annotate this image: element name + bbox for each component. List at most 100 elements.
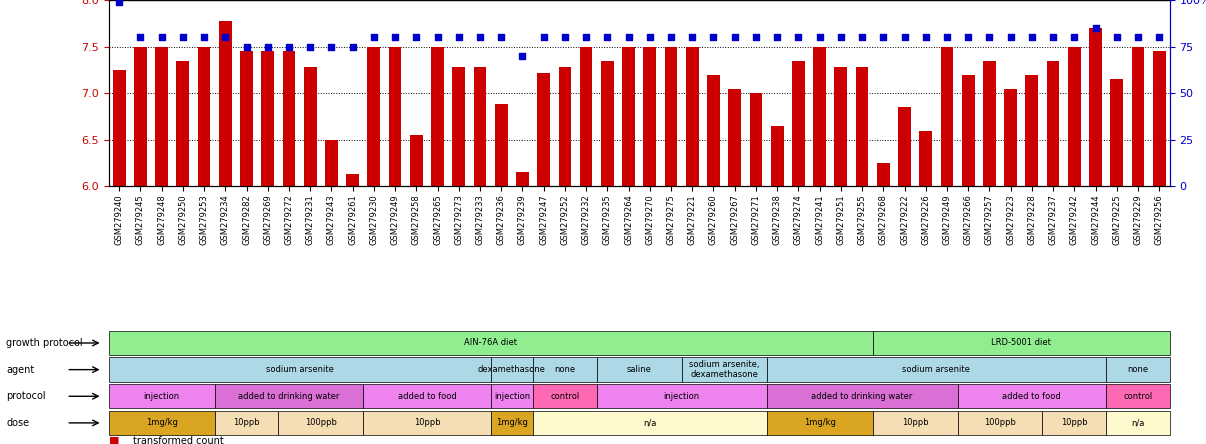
- Point: [1107, 34, 1126, 41]
- Bar: [898, 107, 911, 186]
- Text: injection: injection: [493, 392, 529, 401]
- Bar: [368, 47, 380, 186]
- Text: injection: injection: [663, 392, 699, 401]
- Bar: [601, 61, 614, 186]
- Point: [130, 34, 150, 41]
- Point: [598, 34, 617, 41]
- Text: transformed count: transformed count: [133, 436, 223, 444]
- Bar: [771, 126, 784, 186]
- Point: [831, 34, 850, 41]
- Point: [280, 43, 299, 50]
- Bar: [240, 52, 253, 186]
- Point: [704, 34, 724, 41]
- Point: [555, 34, 574, 41]
- Point: [853, 34, 872, 41]
- Text: agent: agent: [6, 365, 34, 375]
- Point: [640, 34, 660, 41]
- Point: [236, 43, 256, 50]
- Text: ■: ■: [109, 436, 119, 444]
- Point: [322, 43, 341, 50]
- Bar: [919, 131, 932, 186]
- Text: added to drinking water: added to drinking water: [812, 392, 913, 401]
- Bar: [516, 172, 528, 186]
- Point: [1129, 34, 1148, 41]
- Bar: [813, 47, 826, 186]
- Point: [1001, 34, 1020, 41]
- Bar: [346, 174, 359, 186]
- Point: [343, 43, 362, 50]
- Bar: [750, 93, 762, 186]
- Text: added to food: added to food: [398, 392, 456, 401]
- Point: [364, 34, 384, 41]
- Point: [492, 34, 511, 41]
- Point: [386, 34, 405, 41]
- Point: [917, 34, 936, 41]
- Text: AIN-76A diet: AIN-76A diet: [464, 338, 517, 348]
- Text: added to food: added to food: [1002, 392, 1061, 401]
- Bar: [262, 52, 274, 186]
- Text: 1mg/kg: 1mg/kg: [803, 418, 836, 428]
- Bar: [432, 47, 444, 186]
- Point: [1043, 34, 1062, 41]
- Bar: [1069, 47, 1081, 186]
- Text: added to drinking water: added to drinking water: [239, 392, 340, 401]
- Bar: [580, 47, 592, 186]
- Point: [661, 34, 680, 41]
- Bar: [494, 104, 508, 186]
- Point: [1023, 34, 1042, 41]
- Text: none: none: [1128, 365, 1148, 374]
- Bar: [113, 70, 125, 186]
- Point: [767, 34, 786, 41]
- Bar: [1047, 61, 1059, 186]
- Bar: [326, 140, 338, 186]
- Bar: [134, 47, 147, 186]
- Text: control: control: [550, 392, 580, 401]
- Text: 10ppb: 10ppb: [1061, 418, 1088, 428]
- Bar: [877, 163, 890, 186]
- Bar: [728, 89, 740, 186]
- Bar: [1111, 79, 1123, 186]
- Bar: [962, 75, 974, 186]
- Point: [470, 34, 490, 41]
- Bar: [792, 61, 804, 186]
- Point: [428, 34, 447, 41]
- Text: n/a: n/a: [1131, 418, 1144, 428]
- Point: [300, 43, 320, 50]
- Text: sodium arsenite: sodium arsenite: [902, 365, 971, 374]
- Bar: [176, 61, 189, 186]
- Text: dexamethasone: dexamethasone: [478, 365, 546, 374]
- Bar: [1005, 89, 1017, 186]
- Point: [110, 0, 129, 5]
- Bar: [198, 47, 210, 186]
- Point: [873, 34, 892, 41]
- Point: [513, 52, 532, 59]
- Text: saline: saline: [627, 365, 651, 374]
- Bar: [1025, 75, 1038, 186]
- Bar: [686, 47, 698, 186]
- Text: 1mg/kg: 1mg/kg: [496, 418, 528, 428]
- Point: [725, 34, 744, 41]
- Bar: [452, 67, 466, 186]
- Bar: [1153, 52, 1165, 186]
- Bar: [156, 47, 168, 186]
- Point: [152, 34, 171, 41]
- Bar: [558, 67, 572, 186]
- Bar: [410, 135, 422, 186]
- Text: none: none: [555, 365, 575, 374]
- Text: sodium arsenite: sodium arsenite: [265, 365, 334, 374]
- Text: protocol: protocol: [6, 391, 46, 401]
- Point: [534, 34, 554, 41]
- Point: [1085, 24, 1105, 32]
- Point: [683, 34, 702, 41]
- Point: [1149, 34, 1169, 41]
- Point: [258, 43, 277, 50]
- Point: [789, 34, 808, 41]
- Point: [174, 34, 193, 41]
- Text: sodium arsenite,
dexamethasone: sodium arsenite, dexamethasone: [689, 360, 760, 379]
- Bar: [474, 67, 486, 186]
- Point: [406, 34, 426, 41]
- Bar: [644, 47, 656, 186]
- Point: [747, 34, 766, 41]
- Bar: [665, 47, 678, 186]
- Text: 10ppb: 10ppb: [414, 418, 440, 428]
